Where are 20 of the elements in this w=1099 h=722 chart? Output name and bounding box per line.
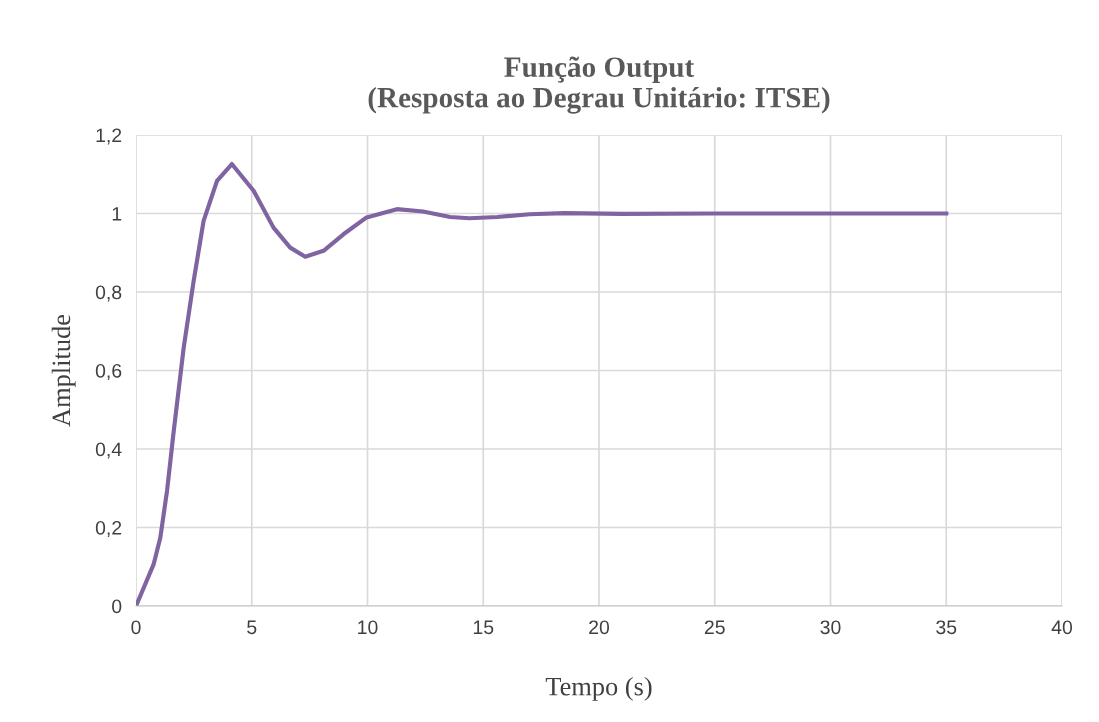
x-tick-label: 25 xyxy=(704,620,725,635)
x-tick-label: 30 xyxy=(820,620,841,635)
y-tick-label: 1 xyxy=(112,207,122,221)
y-tick-label: 0,4 xyxy=(95,442,122,459)
y-tick-label: 0,8 xyxy=(95,285,122,302)
x-tick-label: 40 xyxy=(1051,620,1073,635)
x-tick-label: 20 xyxy=(589,620,610,635)
x-axis-title: Tempo (s) xyxy=(545,676,652,701)
y-tick-label: 0,6 xyxy=(95,363,122,381)
x-tick-label: 15 xyxy=(473,620,494,635)
x-tick-label: 35 xyxy=(936,620,957,635)
x-tick-label: 0 xyxy=(131,620,141,635)
x-tick-label: 5 xyxy=(247,620,257,635)
line-series xyxy=(136,161,949,606)
y-tick-label: 0,2 xyxy=(95,520,122,538)
y-axis-title: Amplitude xyxy=(51,314,76,427)
x-tick-label: 10 xyxy=(358,620,378,635)
y-tick-label: 1,2 xyxy=(96,128,122,145)
y-tick-label: 0 xyxy=(112,599,122,614)
chart-title: Função Output (Resposta ao Degrau Unitário: ITSE) xyxy=(368,56,830,114)
